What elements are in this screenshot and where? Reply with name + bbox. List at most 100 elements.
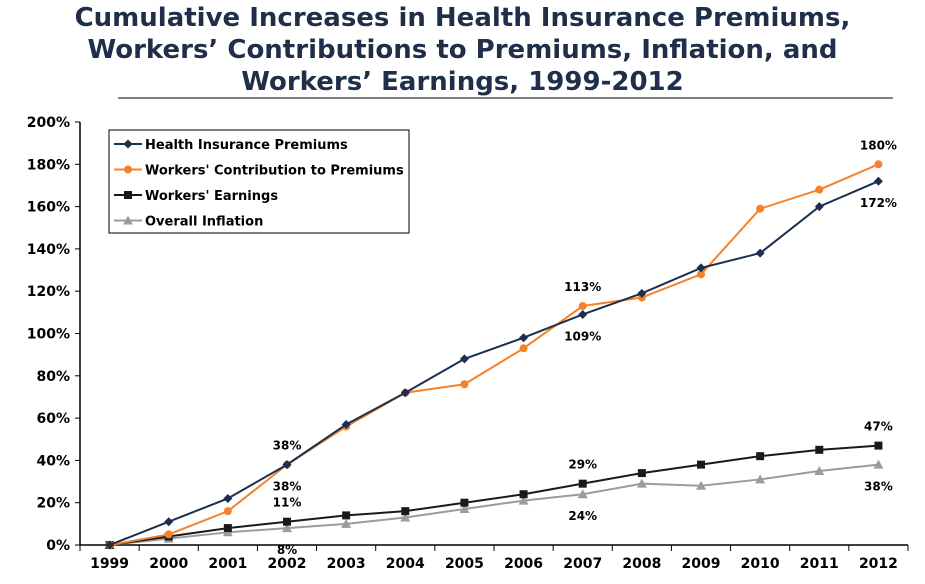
data-label: 109% xyxy=(564,329,601,343)
data-label: 47% xyxy=(864,420,893,434)
data-point xyxy=(637,469,646,478)
data-point xyxy=(814,465,825,475)
data-point xyxy=(756,452,765,461)
data-point xyxy=(696,263,706,273)
y-tick-label: 200% xyxy=(27,115,70,131)
data-point xyxy=(874,441,883,450)
data-point xyxy=(636,478,647,488)
x-tick-label: 2010 xyxy=(741,556,780,572)
chart-title-line-1: Cumulative Increases in Health Insurance… xyxy=(74,3,851,33)
y-tick-label: 20% xyxy=(36,496,70,512)
x-tick-label: 2001 xyxy=(208,556,247,572)
data-point xyxy=(755,474,766,484)
x-tick-label: 2011 xyxy=(800,556,839,572)
title-divider xyxy=(118,97,893,99)
data-point xyxy=(815,185,824,194)
x-tick-label: 2007 xyxy=(563,556,602,572)
y-tick-label: 120% xyxy=(27,284,70,300)
data-point xyxy=(578,479,587,488)
data-point xyxy=(697,270,705,279)
legend-box xyxy=(108,129,410,234)
legend-marker xyxy=(123,215,133,225)
legend-label: Health Insurance Premiums xyxy=(145,138,348,153)
data-point xyxy=(164,530,173,539)
y-tick-label: 180% xyxy=(27,157,70,173)
data-point xyxy=(400,512,411,522)
y-tick-label: 140% xyxy=(27,242,70,258)
data-point xyxy=(460,380,469,389)
data-point xyxy=(282,523,292,533)
data-label: 11% xyxy=(273,496,302,510)
x-tick-label: 2003 xyxy=(327,556,366,572)
data-point xyxy=(459,504,470,514)
legend-item: Workers' Contribution to Premiums xyxy=(114,164,404,179)
y-tick-label: 0% xyxy=(46,538,70,554)
y-tick-label: 40% xyxy=(36,453,70,469)
legend-marker xyxy=(123,139,133,149)
chart-title-line-2: Workers’ Contributions to Premiums, Infl… xyxy=(87,35,838,65)
data-point xyxy=(342,511,351,520)
series-line xyxy=(109,180,879,546)
data-label: 180% xyxy=(860,138,897,152)
y-tick-label: 160% xyxy=(27,200,70,216)
y-tick-label: 80% xyxy=(36,369,70,385)
series-3 xyxy=(104,459,884,549)
data-point xyxy=(755,248,765,258)
data-label: 24% xyxy=(568,509,597,523)
chart-title: Cumulative Increases in Health Insurance… xyxy=(0,2,925,98)
chart-legend: Health Insurance Premiums Workers' Contri… xyxy=(108,129,410,234)
data-point xyxy=(401,507,410,516)
data-point xyxy=(518,495,529,505)
legend-label: Workers' Contribution to Premiums xyxy=(145,164,404,179)
series-0 xyxy=(105,176,883,550)
series-line xyxy=(109,163,879,546)
series-line xyxy=(109,463,879,546)
data-point xyxy=(577,489,588,499)
data-point xyxy=(282,460,292,470)
legend-label: Overall Inflation xyxy=(145,215,263,230)
data-label: 38% xyxy=(864,480,893,494)
x-tick-label: 2004 xyxy=(386,556,425,572)
data-point xyxy=(519,333,529,343)
data-label: 113% xyxy=(564,280,601,294)
data-label: 172% xyxy=(860,196,897,210)
data-point xyxy=(578,302,587,311)
data-point xyxy=(519,344,528,353)
x-tick-label: 2002 xyxy=(268,556,307,572)
data-label: 38% xyxy=(273,439,302,453)
data-point xyxy=(105,540,115,550)
y-tick-label: 60% xyxy=(36,411,70,427)
data-point xyxy=(400,388,410,398)
data-point xyxy=(696,480,706,490)
data-point xyxy=(223,524,232,533)
legend-marker xyxy=(124,191,132,199)
data-point xyxy=(519,490,528,499)
x-tick-label: 2005 xyxy=(445,556,484,572)
data-point xyxy=(814,202,824,212)
data-point xyxy=(697,460,705,469)
y-tick-label: 100% xyxy=(27,327,70,343)
data-point xyxy=(164,517,174,527)
data-point xyxy=(223,493,233,503)
data-point xyxy=(815,445,824,454)
data-point xyxy=(637,288,647,298)
data-label: 38% xyxy=(273,480,302,494)
data-point xyxy=(873,459,884,469)
chart-title-line-3: Workers’ Earnings, 1999-2012 xyxy=(241,67,684,97)
data-point xyxy=(223,507,232,516)
x-tick-label: 2006 xyxy=(504,556,543,572)
data-point xyxy=(873,176,883,186)
data-point xyxy=(874,160,883,169)
legend-item: Health Insurance Premiums xyxy=(114,138,348,153)
x-tick-label: 1999 xyxy=(90,556,129,572)
legend-item: Overall Inflation xyxy=(114,215,263,230)
legend-marker xyxy=(124,165,132,174)
x-tick-label: 2008 xyxy=(622,556,661,572)
data-point xyxy=(341,419,351,429)
data-point xyxy=(578,309,588,319)
x-tick-label: 2012 xyxy=(859,556,898,572)
chart-series xyxy=(104,160,884,550)
x-tick-label: 2009 xyxy=(682,556,721,572)
chart-data-labels: 38% 38% 113% 109% 180% 172% 11% 8% 29% 24% 47% 38% xyxy=(273,138,897,557)
